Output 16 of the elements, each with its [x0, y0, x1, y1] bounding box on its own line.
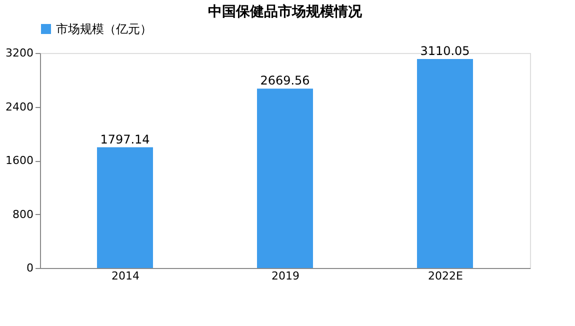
y-tick-label: 2400 [6, 100, 34, 114]
chart-title: 中国保健品市场规模情况 [208, 3, 363, 20]
y-tick-label: 3200 [6, 46, 34, 60]
legend-label: 市场规模（亿元） [56, 22, 152, 36]
bar [97, 147, 153, 268]
y-tick-label: 1600 [6, 154, 34, 167]
bar [417, 59, 473, 268]
data-label: 2669.56 [260, 74, 310, 88]
data-label: 3110.05 [420, 44, 470, 58]
bar [257, 88, 313, 268]
x-tick-label: 2019 [272, 270, 300, 282]
x-tick-label: 2014 [112, 270, 140, 282]
data-label: 1797.14 [100, 132, 150, 146]
x-tick-label: 2022E [428, 270, 464, 282]
y-tick-label: 0 [26, 262, 34, 274]
y-tick-label: 800 [12, 208, 34, 221]
